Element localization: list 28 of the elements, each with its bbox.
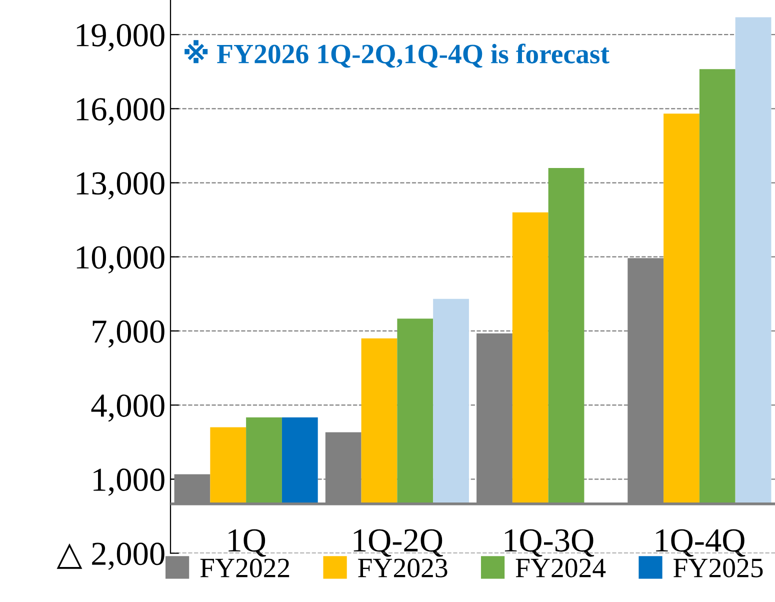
x-tick-label: 1Q-4Q [656, 529, 746, 557]
y-tick-label: 10,000 [76, 246, 164, 274]
bar [664, 114, 700, 504]
y-tick-label: 1,000 [94, 468, 164, 496]
y-tick-label: 19,000 [76, 24, 164, 52]
y-tick-label: 7,000 [92, 320, 164, 348]
bar [246, 417, 282, 504]
annotation: ※ FY2026 1Q-2Q,1Q-4Q is forecast [184, 40, 610, 68]
legend-label: FY2024 [516, 558, 606, 578]
legend-label: FY2025 [674, 558, 763, 578]
y-tick-label: 16,000 [76, 98, 164, 126]
bar [699, 69, 736, 504]
y-tick-label: 13,000 [76, 172, 164, 200]
bar [512, 212, 548, 504]
y-tick-label: △ 2,000 [56, 542, 164, 570]
legend-label: FY2022 [200, 558, 290, 578]
x-tick-label: 1Q-2Q [354, 529, 443, 557]
bar [433, 298, 469, 504]
bar [282, 417, 318, 504]
bar [548, 168, 584, 504]
bar [397, 318, 434, 504]
bar [361, 338, 398, 504]
bar [210, 427, 246, 504]
x-tick-label: 1Q-3Q [504, 529, 594, 557]
legend-label: FY2023 [358, 558, 448, 578]
bar [735, 17, 772, 504]
x-tick-label: 1Q [228, 529, 266, 557]
y-tick-label: 4,000 [91, 394, 164, 422]
